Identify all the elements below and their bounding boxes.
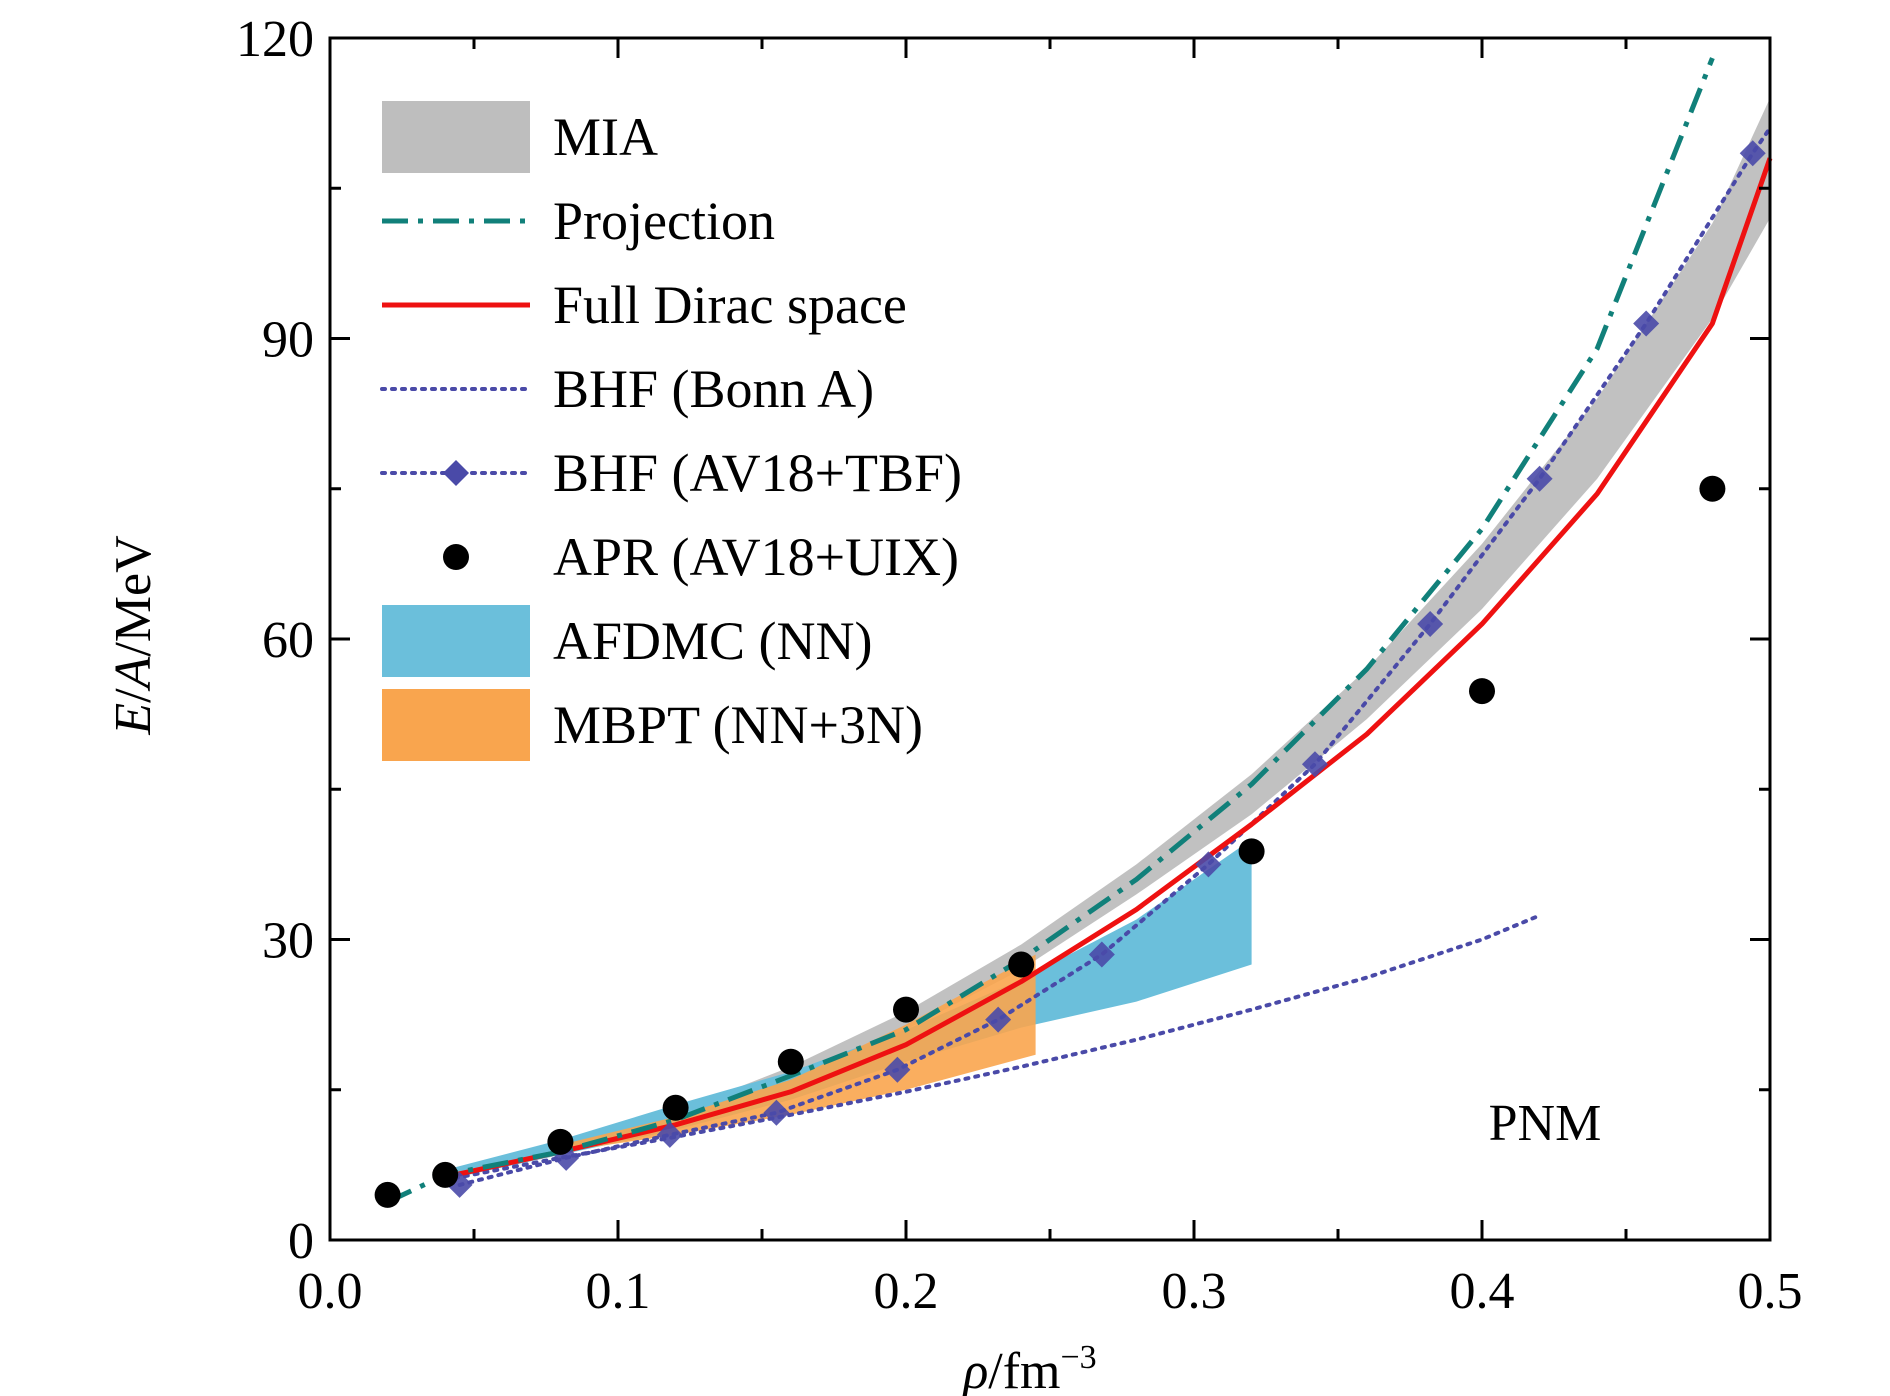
apr-point bbox=[662, 1094, 689, 1121]
legend-afdmc-swatch bbox=[382, 605, 530, 677]
bonn-line bbox=[443, 913, 1542, 1182]
legend-mbpt-swatch bbox=[382, 689, 530, 761]
av18-marker bbox=[763, 1099, 790, 1126]
legend-apr-label: APR (AV18+UIX) bbox=[553, 527, 959, 587]
av18-marker bbox=[1195, 851, 1222, 878]
legend-mia-swatch bbox=[382, 101, 530, 173]
y-tick-label: 120 bbox=[236, 11, 314, 68]
plot-frame bbox=[328, 36, 1772, 1242]
tick-labels-layer: 0.0 0.1 0.2 0.3 0.4 0.5 0 30 60 90 120 bbox=[236, 11, 1803, 1320]
av18-marker bbox=[1301, 751, 1328, 778]
markers-layer bbox=[374, 140, 1766, 1208]
av18-line bbox=[457, 126, 1772, 1187]
legend-afdmc-label: AFDMC (NN) bbox=[553, 611, 873, 671]
apr-point bbox=[432, 1161, 459, 1188]
legend-bonn-label: BHF (Bonn A) bbox=[553, 359, 874, 419]
legend: MIA Projection Full Dirac space BHF (Bonn A… bbox=[380, 101, 962, 761]
legend-full-label: Full Dirac space bbox=[553, 275, 907, 335]
legend-apr-swatch bbox=[443, 544, 469, 570]
x-tick-label: 0.3 bbox=[1162, 1263, 1227, 1320]
x-tick-label: 0.5 bbox=[1738, 1263, 1803, 1320]
av18-marker bbox=[1526, 465, 1553, 492]
legend-av18-label: BHF (AV18+TBF) bbox=[553, 443, 962, 503]
y-tick-label: 0 bbox=[288, 1213, 314, 1270]
apr-point bbox=[777, 1048, 804, 1075]
x-tick-label: 0.1 bbox=[586, 1263, 651, 1320]
y-tick-label: 60 bbox=[262, 612, 314, 669]
av18-marker bbox=[1739, 140, 1766, 167]
x-tick-label: 0.4 bbox=[1450, 1263, 1515, 1320]
av18-marker bbox=[1417, 610, 1444, 637]
y-axis-label: E/A/MeV bbox=[105, 535, 162, 735]
av18-marker bbox=[1633, 310, 1660, 337]
apr-point bbox=[547, 1128, 574, 1155]
legend-av18-marker bbox=[443, 460, 469, 486]
av18-marker bbox=[1088, 941, 1115, 968]
apr-point bbox=[1238, 838, 1265, 865]
pnm-annotation: PNM bbox=[1489, 1095, 1602, 1152]
apr-point bbox=[374, 1181, 401, 1208]
x-tick-label: 0.2 bbox=[874, 1263, 939, 1320]
ticks-layer bbox=[328, 36, 1772, 1242]
apr-point bbox=[1469, 678, 1495, 705]
x-tick-label: 0.0 bbox=[298, 1263, 363, 1320]
legend-mbpt-label: MBPT (NN+3N) bbox=[553, 695, 923, 755]
y-tick-label: 30 bbox=[262, 913, 314, 970]
y-tick-label: 90 bbox=[262, 312, 314, 369]
legend-proj-label: Projection bbox=[553, 191, 775, 251]
av18-marker bbox=[656, 1121, 683, 1148]
av18-marker bbox=[884, 1056, 911, 1083]
x-axis-label: ρ/fm−3 bbox=[961, 1339, 1096, 1396]
apr-point bbox=[1699, 475, 1726, 502]
av18-marker bbox=[985, 1006, 1012, 1033]
legend-mia-label: MIA bbox=[553, 107, 658, 167]
apr-point bbox=[1008, 951, 1035, 978]
apr-point bbox=[893, 996, 919, 1023]
full-line bbox=[444, 157, 1773, 1180]
afdmc-band bbox=[445, 839, 1252, 1180]
